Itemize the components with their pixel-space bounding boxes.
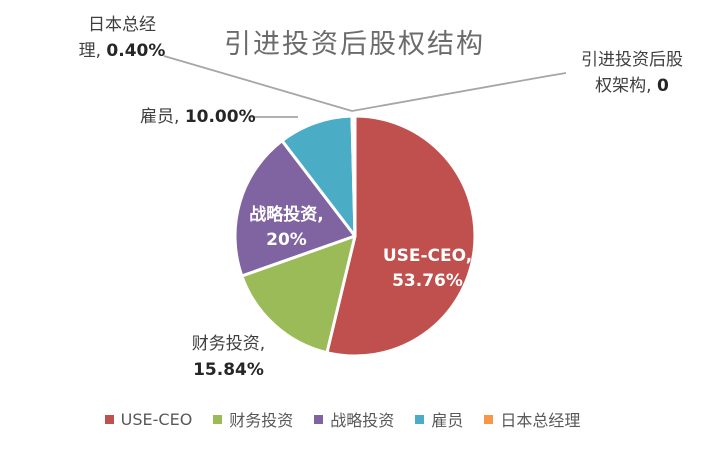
pie-slices (233, 114, 477, 358)
pie-slice-strategic-investment[interactable] (233, 139, 357, 278)
data-label-structure: 引进投资后股 权架构, 0 (556, 47, 708, 99)
leader-line-japan-gm (163, 55, 353, 112)
data-label-japan-gm-line2: 理, 0.40% (78, 41, 166, 61)
chart-title: 引进投资后股权结构 (224, 29, 485, 60)
pie-slice-financial-investment[interactable] (240, 234, 357, 355)
data-label-financial-line2: 15.84% (193, 360, 264, 380)
data-label-financial: 财务投资, 15.84% (166, 331, 291, 383)
data-label-structure-line1: 引进投资后股 (581, 50, 683, 70)
legend: USE-CEO 财务投资 战略投资 雇员 日本总经理 (0, 405, 696, 433)
legend-label-financial-investment: 财务投资 (229, 411, 294, 430)
data-label-strategic-line2: 20% (266, 230, 307, 250)
legend-item-financial-investment[interactable]: 财务投资 (211, 407, 293, 431)
legend-item-japan-gm[interactable]: 日本总经理 (482, 407, 580, 431)
data-label-employees: 雇员, 10.00% (140, 107, 256, 127)
legend-swatch-strategic-investment (312, 412, 326, 426)
legend-label-japan-gm: 日本总经理 (500, 411, 581, 430)
data-label-japan-gm-line1: 日本总经 (88, 15, 156, 35)
data-label-use-ceo-line1: USE-CEO, (382, 246, 473, 266)
legend-label-use-ceo: USE-CEO (120, 409, 193, 429)
data-label-strategic: 战略投资, 20% (224, 203, 349, 253)
data-label-use-ceo: USE-CEO, 53.76% (365, 244, 490, 294)
pie-slice-use-ceo[interactable] (325, 114, 477, 358)
data-label-japan-gm: 日本总经 理, 0.40% (66, 12, 178, 64)
legend-label-employees: 雇员 (431, 411, 464, 430)
legend-swatch-employees (413, 412, 427, 426)
legend-item-use-ceo[interactable]: USE-CEO (102, 409, 193, 429)
legend-item-employees[interactable]: 雇员 (413, 407, 463, 431)
legend-swatch-financial-investment (211, 412, 225, 426)
legend-label-strategic-investment: 战略投资 (330, 411, 395, 430)
pie-slice-japan-gm[interactable] (350, 114, 357, 238)
legend-item-strategic-investment[interactable]: 战略投资 (312, 407, 394, 431)
data-label-financial-line1: 财务投资, (191, 334, 266, 354)
data-label-use-ceo-line2: 53.76% (392, 271, 463, 291)
legend-swatch-japan-gm (482, 412, 496, 426)
legend-swatch-use-ceo (102, 412, 116, 426)
data-label-strategic-line1: 战略投资, (249, 205, 324, 225)
data-label-structure-line2: 权架构, 0 (595, 76, 669, 96)
leader-line-structure (351, 72, 567, 112)
